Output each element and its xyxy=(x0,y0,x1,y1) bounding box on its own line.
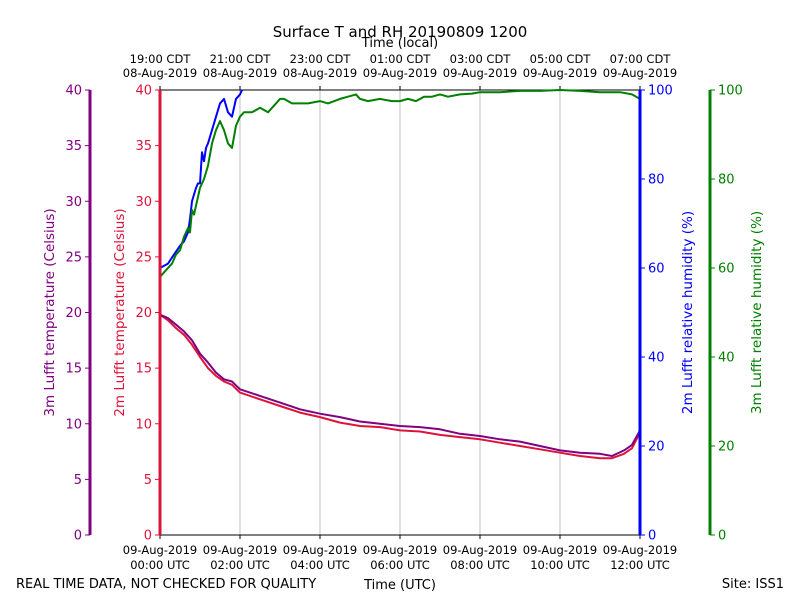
y-tick-label: 20 xyxy=(648,440,665,455)
y-tick-label: 80 xyxy=(718,173,735,188)
y-tick-label: 60 xyxy=(648,262,665,277)
y-tick-label: 30 xyxy=(135,195,152,210)
bottom-tick-time: 02:00 UTC xyxy=(210,558,270,572)
bottom-tick-date: 09-Aug-2019 xyxy=(123,543,197,557)
y-tick-label: 100 xyxy=(648,84,673,99)
y-tick-label: 0 xyxy=(74,529,82,544)
top-tick-time: 05:00 CDT xyxy=(530,52,592,66)
series-line-3m-lufft-relative-humidity xyxy=(160,89,640,278)
series-line-2m-lufft-relative-humidity xyxy=(160,89,243,269)
y-tick-label: 10 xyxy=(135,417,152,432)
y-tick-label: 20 xyxy=(135,306,152,321)
top-tick-date: 09-Aug-2019 xyxy=(363,66,437,80)
y-tick-label: 35 xyxy=(65,139,82,154)
top-tick-date: 08-Aug-2019 xyxy=(283,66,357,80)
x-axis-label: Time (UTC) xyxy=(363,578,436,593)
bottom-tick-date: 09-Aug-2019 xyxy=(283,543,357,557)
gridlines xyxy=(239,90,561,535)
y-tick-label: 10 xyxy=(65,417,82,432)
y-tick-label: 15 xyxy=(135,362,152,377)
bottom-tick-time: 12:00 UTC xyxy=(610,558,670,572)
series-line-3m-lufft-temperature-celsius xyxy=(160,313,640,457)
top-tick-date: 08-Aug-2019 xyxy=(123,66,197,80)
y-tick-label: 40 xyxy=(718,351,735,366)
bottom-tick-time: 06:00 UTC xyxy=(370,558,430,572)
y-tick-label: 35 xyxy=(135,139,152,154)
top-tick-time: 21:00 CDT xyxy=(210,52,272,66)
bottom-tick-time: 10:00 UTC xyxy=(530,558,590,572)
y-tick-label: 60 xyxy=(718,262,735,277)
y-tick-label: 40 xyxy=(648,351,665,366)
top-tick-time: 23:00 CDT xyxy=(290,52,352,66)
y-axis-rh2m: 0 20 40 60 80 100 2m Lufft relative humidity (… xyxy=(638,84,696,544)
bottom-tick-date: 09-Aug-2019 xyxy=(443,543,517,557)
top-tick-date: 09-Aug-2019 xyxy=(443,66,517,80)
top-tick-time: 03:00 CDT xyxy=(450,52,512,66)
bottom-tick-date: 09-Aug-2019 xyxy=(603,543,677,557)
y-tick-label: 5 xyxy=(144,473,152,488)
y-tick-label: 0 xyxy=(718,529,726,544)
y-axis-label: 2m Lufft relative humidity (%) xyxy=(680,211,696,414)
y-axis-t2m: 0 5 10 15 20 25 30 35 40 2m Lufft temperature (Ce… xyxy=(112,84,162,544)
y-tick-label: 25 xyxy=(65,250,82,265)
bottom-tick-date: 09-Aug-2019 xyxy=(363,543,437,557)
y-axis-rh3m: 0 20 40 60 80 100 3m Lufft relative humidity (… xyxy=(708,84,765,544)
top-tick-time: 07:00 CDT xyxy=(610,52,672,66)
y-tick-label: 15 xyxy=(65,362,82,377)
y-tick-label: 25 xyxy=(135,250,152,265)
bottom-tick-date: 09-Aug-2019 xyxy=(203,543,277,557)
top-tick-time: 01:00 CDT xyxy=(370,52,432,66)
top-tick-date: 09-Aug-2019 xyxy=(523,66,597,80)
bottom-tick-time: 00:00 UTC xyxy=(130,558,190,572)
bottom-tick-date: 09-Aug-2019 xyxy=(523,543,597,557)
series-line-2m-lufft-temperature-celsius xyxy=(160,313,640,460)
y-tick-label: 30 xyxy=(65,195,82,210)
y-axis-t3m: 0 5 10 15 20 25 30 35 40 3m Lufft temperature (Ce… xyxy=(42,84,92,544)
y-tick-label: 40 xyxy=(65,84,82,99)
y-tick-label: 20 xyxy=(65,306,82,321)
y-tick-label: 0 xyxy=(648,529,656,544)
top-tick-date: 09-Aug-2019 xyxy=(603,66,677,80)
site-label: Site: ISS1 xyxy=(722,577,784,592)
series-layer xyxy=(160,89,640,460)
quality-disclaimer: REAL TIME DATA, NOT CHECKED FOR QUALITY xyxy=(16,577,316,592)
y-tick-label: 0 xyxy=(144,529,152,544)
bottom-tick-time: 04:00 UTC xyxy=(290,558,350,572)
y-axis-label: 3m Lufft relative humidity (%) xyxy=(749,211,765,414)
bottom-tick-time: 08:00 UTC xyxy=(450,558,510,572)
top-axis-title: Time (local) xyxy=(361,36,438,51)
chart-title: Surface T and RH 20190809 1200 xyxy=(273,23,528,41)
y-axes: 0 5 10 15 20 25 30 35 40 3m Lufft temperature (Ce… xyxy=(42,84,765,544)
y-axis-label: 2m Lufft temperature (Celsius) xyxy=(112,208,128,416)
y-axis-label: 3m Lufft temperature (Celsius) xyxy=(42,208,58,416)
y-tick-label: 5 xyxy=(74,473,82,488)
y-tick-label: 40 xyxy=(135,84,152,99)
y-tick-label: 80 xyxy=(648,173,665,188)
top-tick-date: 08-Aug-2019 xyxy=(203,66,277,80)
y-tick-label: 20 xyxy=(718,440,735,455)
y-tick-label: 100 xyxy=(718,84,743,99)
top-tick-time: 19:00 CDT xyxy=(130,52,192,66)
